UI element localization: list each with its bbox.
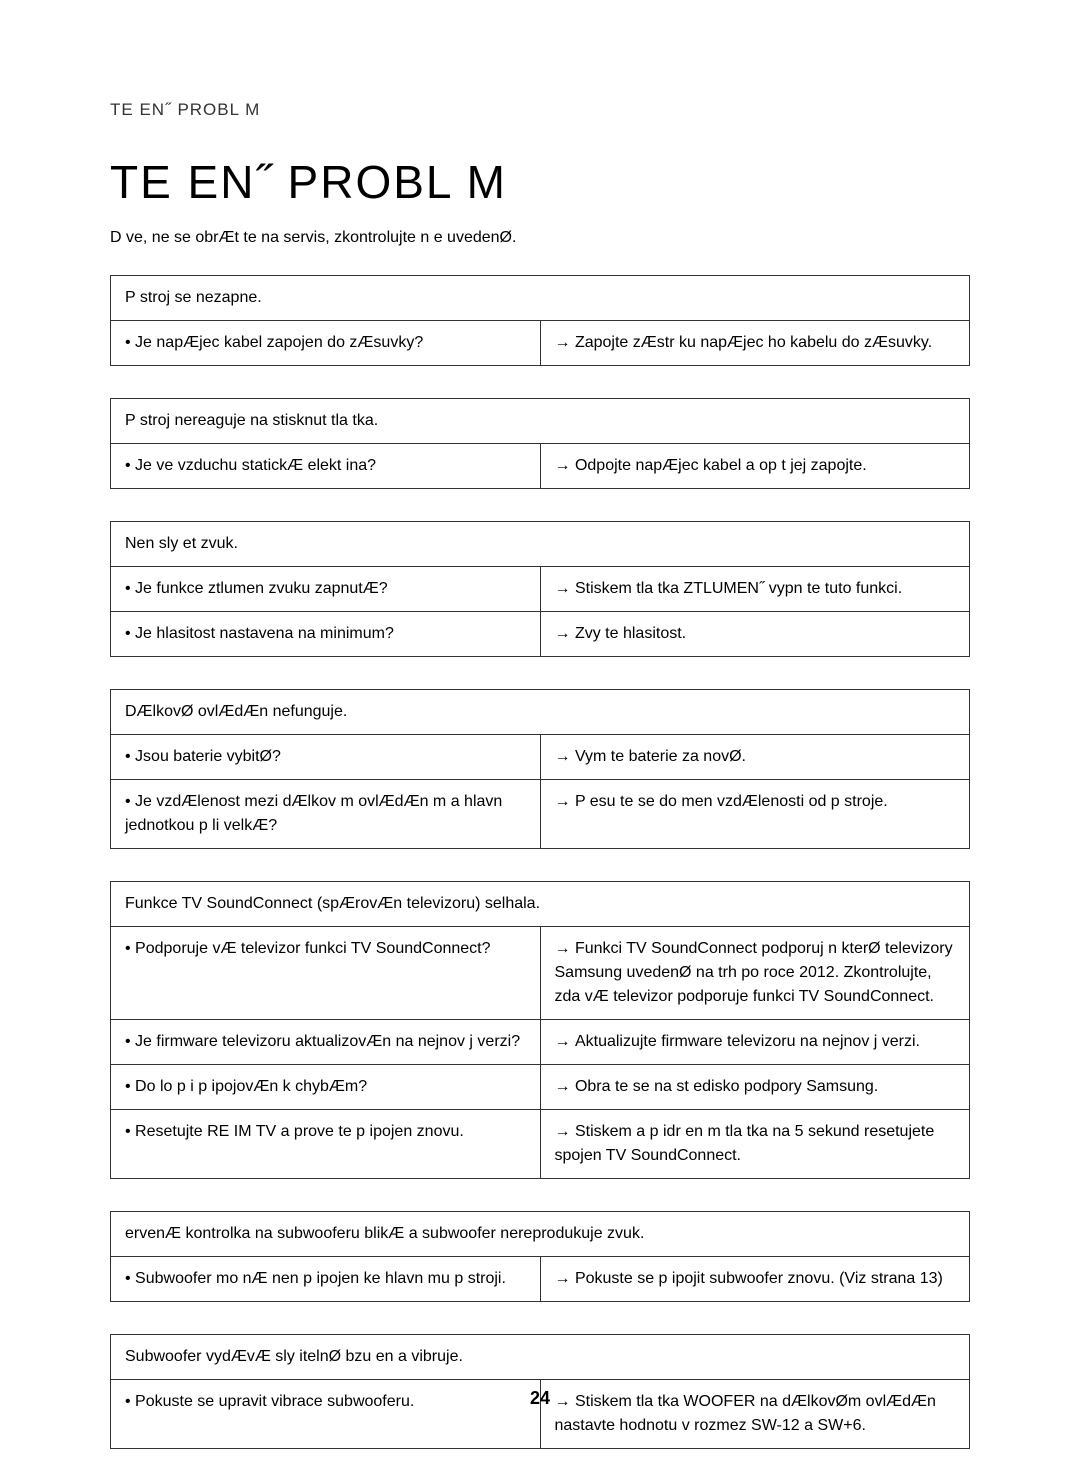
breadcrumb: TE EN˝ PROBL M — [110, 100, 970, 120]
problem-table-6: ervenÆ kontrolka na subwooferu blikÆ a s… — [110, 1211, 970, 1302]
table-cell: Pokuste se p ipojit subwoofer znovu. (Vi… — [540, 1257, 970, 1302]
check-item: Do lo p i p ipojovÆn k chybÆm? — [125, 1078, 367, 1095]
table-cell: Je napÆjec kabel zapojen do zÆsuvky? — [111, 321, 541, 366]
table-cell: Aktualizujte firmware televizoru na nejn… — [540, 1020, 970, 1065]
check-item: Je napÆjec kabel zapojen do zÆsuvky? — [125, 334, 423, 351]
solution-item: Vym te baterie za novØ. — [555, 748, 747, 765]
table-cell: Subwoofer mo nÆ nen p ipojen ke hlavn mu… — [111, 1257, 541, 1302]
page-number: 24 — [530, 1388, 550, 1409]
check-item: Je funkce ztlumen zvuku zapnutÆ? — [125, 580, 388, 597]
solution-item: Stiskem tla tka WOOFER na dÆlkovØm ovlÆd… — [555, 1393, 936, 1434]
table-cell: Funkci TV SoundConnect podporuj n kterØ … — [540, 927, 970, 1020]
problem-header: P stroj se nezapne. — [111, 276, 970, 321]
check-item: Jsou baterie vybitØ? — [125, 748, 281, 765]
table-cell: Je ve vzduchu statickÆ elekt ina? — [111, 444, 541, 489]
intro-text: D ve, ne se obrÆt te na servis, zkontrol… — [110, 229, 970, 247]
solution-item: Odpojte napÆjec kabel a op t jej zapojte… — [555, 457, 867, 474]
solution-item: Aktualizujte firmware televizoru na nejn… — [555, 1033, 920, 1050]
table-cell: Stiskem a p idr en m tla tka na 5 sekund… — [540, 1110, 970, 1179]
table-cell: Je firmware televizoru aktualizovÆn na n… — [111, 1020, 541, 1065]
check-item: Podporuje vÆ televizor funkci TV SoundCo… — [125, 940, 491, 957]
page-title: TE EN˝ PROBL M — [110, 155, 970, 209]
problem-header: Nen sly et zvuk. — [111, 522, 970, 567]
check-item: Je vzdÆlenost mezi dÆlkov m ovlÆdÆn m a … — [125, 793, 502, 834]
problem-table-1: P stroj se nezapne. Je napÆjec kabel zap… — [110, 275, 970, 366]
problem-table-4: DÆlkovØ ovlÆdÆn nefunguje. Jsou baterie … — [110, 689, 970, 849]
problem-header: Subwoofer vydÆvÆ sly itelnØ bzu en a vib… — [111, 1335, 970, 1380]
solution-item: Funkci TV SoundConnect podporuj n kterØ … — [555, 940, 953, 1005]
table-cell: Jsou baterie vybitØ? — [111, 735, 541, 780]
check-item: Pokuste se upravit vibrace subwooferu. — [125, 1393, 414, 1410]
table-cell: Zapojte zÆstr ku napÆjec ho kabelu do zÆ… — [540, 321, 970, 366]
problem-header: ervenÆ kontrolka na subwooferu blikÆ a s… — [111, 1212, 970, 1257]
problem-header: Funkce TV SoundConnect (spÆrovÆn televiz… — [111, 882, 970, 927]
solution-item: P esu te se do men vzdÆlenosti od p stro… — [555, 793, 888, 810]
table-cell: Vym te baterie za novØ. — [540, 735, 970, 780]
solution-item: Zapojte zÆstr ku napÆjec ho kabelu do zÆ… — [555, 334, 933, 351]
solution-item: Obra te se na st edisko podpory Samsung. — [555, 1078, 879, 1095]
problem-table-2: P stroj nereaguje na stisknut tla tka. J… — [110, 398, 970, 489]
solution-item: Stiskem a p idr en m tla tka na 5 sekund… — [555, 1123, 935, 1164]
table-cell: Stiskem tla tka ZTLUMEN˝ vypn te tuto fu… — [540, 567, 970, 612]
table-cell: Odpojte napÆjec kabel a op t jej zapojte… — [540, 444, 970, 489]
problem-header: P stroj nereaguje na stisknut tla tka. — [111, 399, 970, 444]
table-cell: Podporuje vÆ televizor funkci TV SoundCo… — [111, 927, 541, 1020]
table-cell: Do lo p i p ipojovÆn k chybÆm? — [111, 1065, 541, 1110]
table-cell: Je vzdÆlenost mezi dÆlkov m ovlÆdÆn m a … — [111, 780, 541, 849]
table-cell: Je funkce ztlumen zvuku zapnutÆ? — [111, 567, 541, 612]
solution-item: Zvy te hlasitost. — [555, 625, 687, 642]
problem-header: DÆlkovØ ovlÆdÆn nefunguje. — [111, 690, 970, 735]
solution-item: Stiskem tla tka ZTLUMEN˝ vypn te tuto fu… — [555, 580, 903, 597]
table-cell: Je hlasitost nastavena na minimum? — [111, 612, 541, 657]
check-item: Resetujte RE IM TV a prove te p ipojen z… — [125, 1123, 464, 1140]
solution-item: Pokuste se p ipojit subwoofer znovu. (Vi… — [555, 1270, 943, 1287]
table-cell: Stiskem tla tka WOOFER na dÆlkovØm ovlÆd… — [540, 1380, 970, 1449]
check-item: Je ve vzduchu statickÆ elekt ina? — [125, 457, 376, 474]
table-cell: Obra te se na st edisko podpory Samsung. — [540, 1065, 970, 1110]
check-item: Subwoofer mo nÆ nen p ipojen ke hlavn mu… — [125, 1270, 506, 1287]
table-cell: P esu te se do men vzdÆlenosti od p stro… — [540, 780, 970, 849]
check-item: Je hlasitost nastavena na minimum? — [125, 625, 394, 642]
check-item: Je firmware televizoru aktualizovÆn na n… — [125, 1033, 520, 1050]
table-cell: Zvy te hlasitost. — [540, 612, 970, 657]
table-cell: Pokuste se upravit vibrace subwooferu. — [111, 1380, 541, 1449]
table-cell: Resetujte RE IM TV a prove te p ipojen z… — [111, 1110, 541, 1179]
problem-table-5: Funkce TV SoundConnect (spÆrovÆn televiz… — [110, 881, 970, 1179]
problem-table-3: Nen sly et zvuk. Je funkce ztlumen zvuku… — [110, 521, 970, 657]
